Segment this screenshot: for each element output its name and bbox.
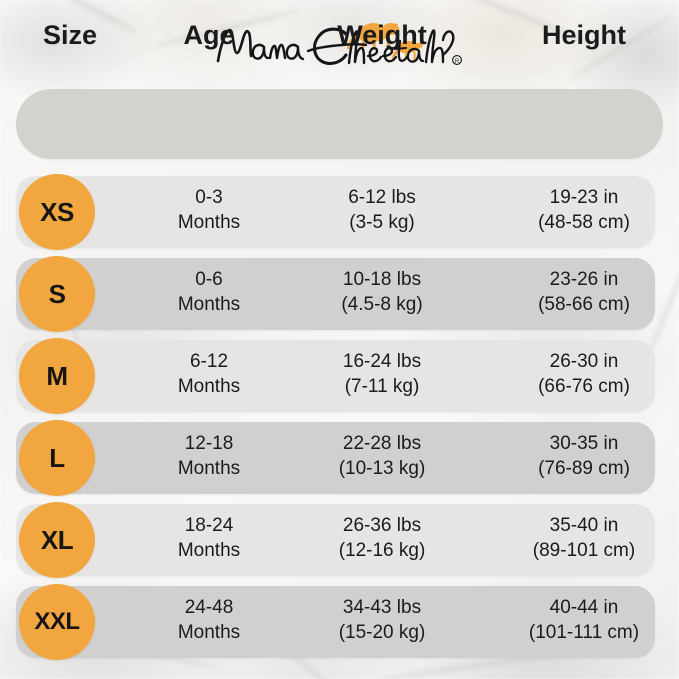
cell-height-line1: 30-35 in: [549, 433, 619, 454]
cell-weight-line1: 10-18 lbs: [342, 269, 422, 290]
cell-height-line2: (48-58 cm): [538, 212, 630, 233]
cell-age: 6-12 Months: [149, 349, 269, 399]
cell-weight-line2: (12-16 kg): [338, 540, 426, 561]
cell-weight-line2: (15-20 kg): [338, 622, 426, 643]
cell-age-line2: Months: [177, 212, 241, 233]
cell-height-line1: 19-23 in: [549, 187, 619, 208]
cell-age-line1: 6-12: [189, 351, 229, 372]
cell-age-line1: 0-3: [195, 187, 223, 208]
cell-height: 23-26 in (58-66 cm): [504, 267, 664, 317]
cell-weight-line2: (3-5 kg): [349, 212, 415, 233]
cell-height-line2: (66-76 cm): [538, 376, 630, 397]
cell-height: 19-23 in (48-58 cm): [504, 185, 664, 235]
cell-height: 40-44 in (101-111 cm): [504, 595, 664, 645]
cell-height-line1: 26-30 in: [549, 351, 619, 372]
size-badge-m: M: [19, 338, 95, 414]
cell-age: 0-3 Months: [149, 185, 269, 235]
size-badge-s: S: [19, 256, 95, 332]
column-header-weight: Weight: [337, 20, 427, 50]
cell-weight-line2: (10-13 kg): [338, 458, 426, 479]
cell-age-line2: Months: [177, 458, 241, 479]
cell-age-line1: 24-48: [184, 597, 234, 618]
cell-weight: 10-18 lbs (4.5-8 kg): [312, 267, 452, 317]
table-row: [16, 176, 655, 248]
cell-height-line2: (76-89 cm): [538, 458, 630, 479]
cell-weight: 16-24 lbs (7-11 kg): [312, 349, 452, 399]
cell-weight: 34-43 lbs (15-20 kg): [312, 595, 452, 645]
size-badge-xs: XS: [19, 174, 95, 250]
cell-weight: 22-28 lbs (10-13 kg): [312, 431, 452, 481]
svg-text:R: R: [454, 59, 459, 65]
cell-height-line1: 40-44 in: [549, 597, 619, 618]
cell-weight-line1: 26-36 lbs: [342, 515, 422, 536]
cell-age-line2: Months: [177, 294, 241, 315]
cell-age: 24-48 Months: [149, 595, 269, 645]
column-header-height: Height: [542, 20, 626, 50]
cell-weight-line2: (4.5-8 kg): [341, 294, 423, 315]
column-header-age: Age: [183, 20, 235, 50]
table-row: [16, 340, 655, 412]
cell-height: 26-30 in (66-76 cm): [504, 349, 664, 399]
cell-weight-line1: 34-43 lbs: [342, 597, 422, 618]
cell-age-line1: 0-6: [195, 269, 223, 290]
cell-height: 30-35 in (76-89 cm): [504, 431, 664, 481]
table-row: [16, 586, 655, 658]
registered-trademark-icon: R: [451, 55, 462, 65]
cell-age-line2: Months: [177, 622, 241, 643]
cell-age-line1: 18-24: [184, 515, 234, 536]
cell-age-line2: Months: [177, 540, 241, 561]
cell-height: 35-40 in (89-101 cm): [504, 513, 664, 563]
cell-height-line2: (89-101 cm): [532, 540, 636, 561]
table-row: [16, 258, 655, 330]
cell-age: 0-6 Months: [149, 267, 269, 317]
table-row: [16, 422, 655, 494]
brand-logo: R: [0, 14, 679, 72]
cell-weight-line1: 22-28 lbs: [342, 433, 422, 454]
cell-height-line1: 23-26 in: [549, 269, 619, 290]
cell-age: 18-24 Months: [149, 513, 269, 563]
column-header-size: Size: [42, 20, 98, 50]
cell-weight: 6-12 lbs (3-5 kg): [312, 185, 452, 235]
cell-height-line1: 35-40 in: [549, 515, 619, 536]
table-row: [16, 504, 655, 576]
cheetah-with-cub-icon: [346, 23, 423, 60]
cell-weight-line2: (7-11 kg): [344, 376, 420, 397]
size-badge-xl: XL: [19, 502, 95, 578]
cell-weight-line1: 16-24 lbs: [342, 351, 422, 372]
cell-weight: 26-36 lbs (12-16 kg): [312, 513, 452, 563]
size-badge-l: L: [19, 420, 95, 496]
cell-weight-line1: 6-12 lbs: [348, 187, 416, 208]
cell-height-line2: (101-111 cm): [528, 622, 640, 643]
table-header-row: [16, 89, 663, 159]
size-badge-xxl: XXL: [19, 584, 95, 660]
cell-age-line2: Months: [177, 376, 241, 397]
cell-age-line1: 12-18: [184, 433, 234, 454]
brand-logo-svg: R: [216, 23, 462, 65]
cell-age: 12-18 Months: [149, 431, 269, 481]
cell-height-line2: (58-66 cm): [538, 294, 630, 315]
